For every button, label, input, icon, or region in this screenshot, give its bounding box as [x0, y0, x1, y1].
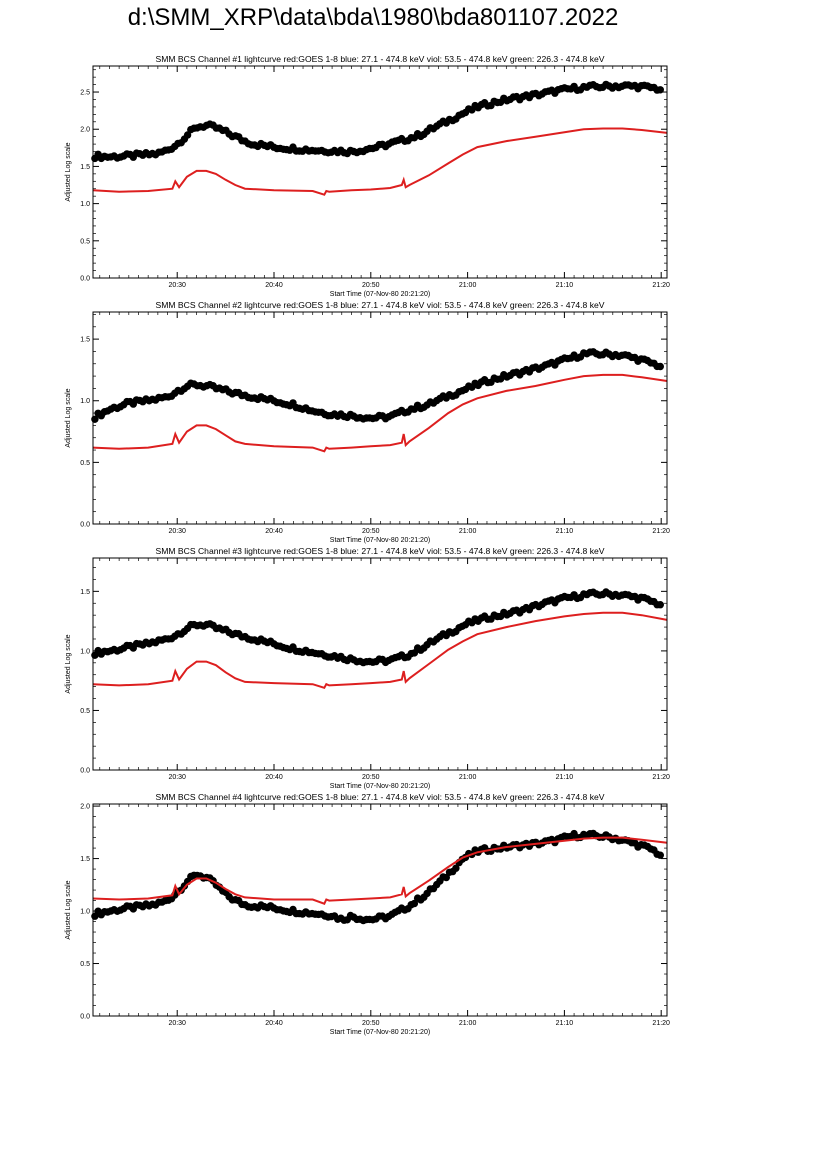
- chart-panel-1: SMM BCS Channel #1 lightcurve red:GOES 1…: [65, 54, 670, 298]
- bcs-series-dots: [91, 829, 664, 925]
- goes-series-line: [92, 611, 668, 689]
- x-tick-label: 21:00: [459, 528, 477, 535]
- x-tick-label: 21:20: [652, 774, 670, 781]
- y-tick-label: 0.0: [80, 522, 90, 529]
- y-tick-label: 0.5: [80, 460, 90, 467]
- y-tick-label: 0.0: [80, 1014, 90, 1021]
- chart-panel-4: SMM BCS Channel #4 lightcurve red:GOES 1…: [65, 792, 670, 1036]
- bcs-series-dots: [91, 588, 664, 667]
- x-tick-label: 21:20: [652, 528, 670, 535]
- x-tick-label: 20:50: [362, 528, 380, 535]
- x-tick-label: 20:30: [168, 1020, 186, 1027]
- x-axis-label: Start Time (07-Nov-80 20:21:20): [330, 291, 430, 298]
- goes-series-line: [92, 373, 668, 453]
- chart-panel-2: SMM BCS Channel #2 lightcurve red:GOES 1…: [65, 300, 670, 544]
- x-tick-label: 21:10: [556, 1020, 574, 1027]
- chart-title: SMM BCS Channel #1 lightcurve red:GOES 1…: [155, 54, 604, 64]
- data-point: [183, 131, 192, 139]
- data-point: [656, 601, 664, 609]
- x-tick-label: 20:40: [265, 774, 283, 781]
- page-title: d:\SMM_XRP\data\bda\1980\bda801107.2022: [127, 4, 619, 31]
- y-tick-label: 1.0: [80, 398, 90, 405]
- y-tick-label: 1.0: [80, 909, 90, 916]
- plot-frame: [92, 65, 668, 279]
- chart-title: SMM BCS Channel #4 lightcurve red:GOES 1…: [155, 792, 604, 802]
- x-tick-label: 21:00: [459, 774, 477, 781]
- plot-frame: [92, 557, 668, 771]
- y-tick-label: 2.0: [80, 804, 90, 811]
- plot-frame: [92, 803, 668, 1017]
- data-point: [410, 899, 419, 908]
- chart-title: SMM BCS Channel #2 lightcurve red:GOES 1…: [155, 300, 604, 310]
- bcs-series-dots: [91, 80, 664, 163]
- chart-panel-3: SMM BCS Channel #3 lightcurve red:GOES 1…: [65, 546, 670, 790]
- y-tick-label: 1.5: [80, 164, 90, 171]
- x-axis-label: Start Time (07-Nov-80 20:21:20): [330, 783, 430, 790]
- y-axis-label: Adjusted Log scale: [65, 880, 72, 939]
- plot-frame: [92, 311, 668, 525]
- x-tick-label: 20:40: [265, 1020, 283, 1027]
- x-tick-label: 20:50: [362, 1020, 380, 1027]
- x-tick-label: 20:40: [265, 528, 283, 535]
- chart-title: SMM BCS Channel #3 lightcurve red:GOES 1…: [155, 546, 604, 556]
- y-tick-label: 1.0: [80, 201, 90, 208]
- y-tick-label: 0.0: [80, 768, 90, 775]
- x-tick-label: 21:10: [556, 282, 574, 289]
- y-tick-label: 1.5: [80, 589, 90, 596]
- x-tick-label: 20:50: [362, 774, 380, 781]
- x-tick-label: 20:30: [168, 774, 186, 781]
- data-point: [656, 362, 664, 371]
- y-tick-label: 1.0: [80, 648, 90, 655]
- x-tick-label: 21:20: [652, 1020, 670, 1027]
- x-axis-label: Start Time (07-Nov-80 20:21:20): [330, 537, 430, 544]
- goes-series-line: [92, 836, 668, 905]
- y-axis-label: Adjusted Log scale: [65, 634, 72, 693]
- x-tick-label: 20:50: [362, 282, 380, 289]
- x-tick-label: 21:00: [459, 282, 477, 289]
- bcs-series-dots: [91, 348, 664, 423]
- x-tick-label: 21:20: [652, 282, 670, 289]
- x-tick-label: 21:10: [556, 774, 574, 781]
- x-tick-label: 20:30: [168, 528, 186, 535]
- y-tick-label: 2.5: [80, 90, 90, 97]
- y-axis-label: Adjusted Log scale: [65, 388, 72, 447]
- y-tick-label: 0.5: [80, 708, 90, 715]
- x-tick-label: 21:00: [459, 1020, 477, 1027]
- data-point: [656, 851, 664, 859]
- goes-series-line: [92, 127, 668, 196]
- y-tick-label: 0.5: [80, 238, 90, 245]
- y-tick-label: 1.5: [80, 856, 90, 863]
- x-tick-label: 20:30: [168, 282, 186, 289]
- y-tick-label: 0.5: [80, 961, 90, 968]
- x-tick-label: 20:40: [265, 282, 283, 289]
- y-axis-label: Adjusted Log scale: [65, 142, 72, 201]
- x-tick-label: 21:10: [556, 528, 574, 535]
- x-axis-label: Start Time (07-Nov-80 20:21:20): [330, 1029, 430, 1036]
- y-tick-label: 0.0: [80, 276, 90, 283]
- y-tick-label: 1.5: [80, 337, 90, 344]
- data-point: [452, 864, 460, 872]
- y-tick-label: 2.0: [80, 127, 90, 134]
